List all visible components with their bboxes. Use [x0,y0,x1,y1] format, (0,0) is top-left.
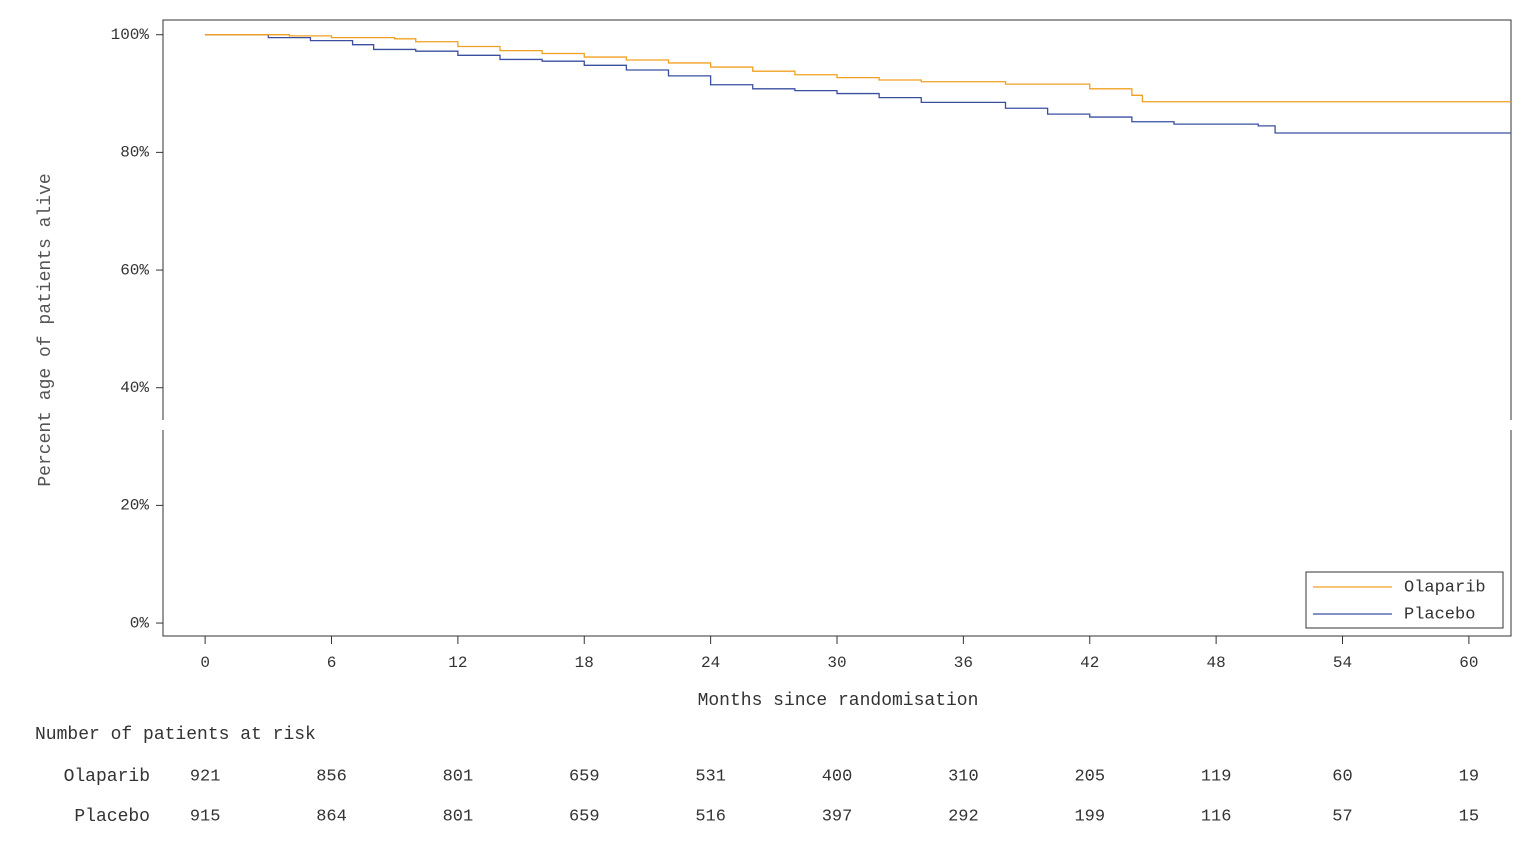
risk-row-name: Placebo [74,807,150,827]
risk-count: 516 [695,807,726,826]
risk-count: 15 [1459,807,1479,826]
risk-count: 659 [569,807,600,826]
risk-count: 292 [948,807,979,826]
y-tick-label: 40% [120,379,149,397]
risk-count: 119 [1201,767,1232,786]
legend-box [1305,571,1504,629]
risk-count: 57 [1332,807,1352,826]
risk-count: 205 [1074,767,1105,786]
x-tick-label: 36 [954,654,973,672]
y-tick-label: 100% [111,26,150,44]
risk-count: 864 [316,807,347,826]
y-tick-label: 0% [130,614,150,632]
risk-count: 19 [1459,767,1479,786]
x-tick-label: 48 [1207,654,1226,672]
risk-count: 915 [190,807,221,826]
risk-count: 659 [569,767,600,786]
risk-row-name: Olaparib [64,767,150,787]
x-tick-label: 54 [1333,654,1352,672]
risk-count: 199 [1074,807,1105,826]
axis-frame [162,19,1512,637]
x-tick-label: 60 [1459,654,1478,672]
x-tick-label: 42 [1080,654,1099,672]
x-tick-label: 30 [827,654,846,672]
risk-count: 801 [443,767,474,786]
legend-label: Placebo [1404,605,1475,624]
x-axis-title: Months since randomisation [698,691,979,711]
risk-count: 310 [948,767,979,786]
y-tick-label: 80% [120,144,149,162]
risk-count: 801 [443,807,474,826]
y-tick-label: 20% [120,497,149,515]
risk-count: 921 [190,767,221,786]
risk-count: 856 [316,767,347,786]
risk-count: 397 [822,807,853,826]
x-tick-label: 12 [448,654,467,672]
risk-count: 60 [1332,767,1352,786]
x-tick-label: 24 [701,654,720,672]
survival-curve [205,34,1511,103]
legend-label: Olaparib [1404,578,1486,597]
risk-count: 116 [1201,807,1232,826]
x-tick-label: 6 [327,654,337,672]
y-axis-title: Percent age of patients alive [36,173,56,486]
y-tick-label: 60% [120,261,149,279]
x-tick-label: 18 [575,654,594,672]
survival-curve [205,34,1511,134]
risk-table-title: Number of patients at risk [35,725,316,745]
x-tick-label: 0 [200,654,210,672]
risk-count: 531 [695,767,726,786]
risk-count: 400 [822,767,853,786]
